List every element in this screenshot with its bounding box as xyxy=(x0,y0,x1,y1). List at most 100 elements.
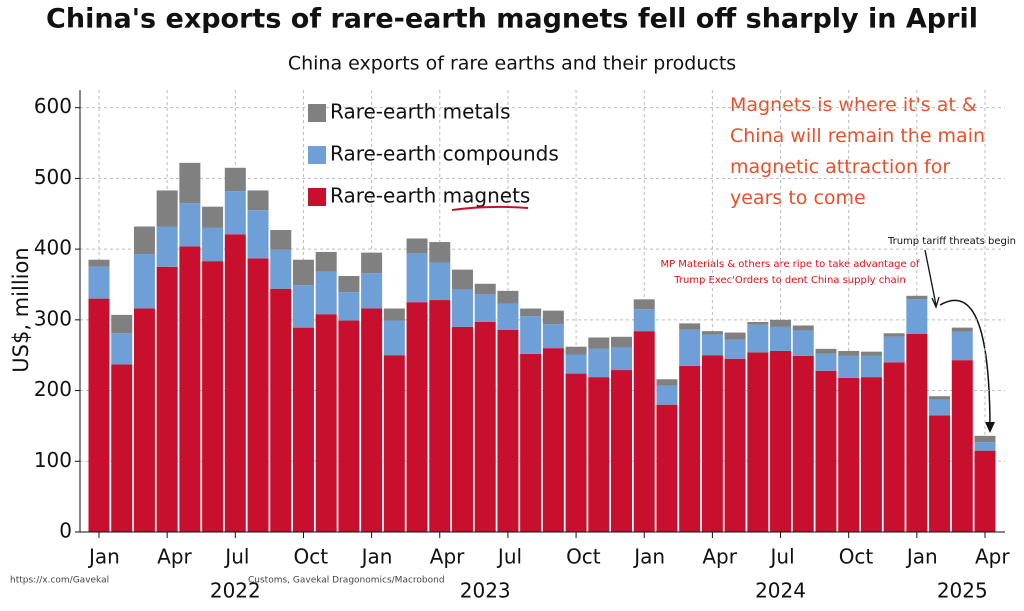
x-tick-label: Jan xyxy=(905,545,938,569)
source: Customs, Gavekal Dragonomics/Macrobond xyxy=(248,576,445,586)
bar-segment xyxy=(133,226,155,255)
bar-segment xyxy=(179,162,201,204)
bar-segment xyxy=(202,206,224,228)
bar-segment xyxy=(974,442,996,451)
bar-segment xyxy=(656,404,678,532)
y-tick-label: 200 xyxy=(34,377,72,401)
bar-segment xyxy=(929,415,951,532)
bar-segment xyxy=(133,308,155,532)
bar-segment xyxy=(951,360,973,532)
bar-segment xyxy=(451,289,473,327)
chart-title: China's exports of rare-earth magnets fe… xyxy=(46,4,978,35)
bar-segment xyxy=(338,292,360,321)
bar-segment xyxy=(860,377,882,532)
bar-segment xyxy=(815,370,837,532)
y-tick-label: 600 xyxy=(34,94,72,118)
mp-note-box: MP Materials & others are ripe to take a… xyxy=(660,259,919,286)
bar-segment xyxy=(611,370,633,532)
bar-segment xyxy=(633,309,655,332)
bar-segment xyxy=(111,314,133,334)
bar-segment xyxy=(588,337,610,349)
arrow xyxy=(939,299,991,431)
bar-segment xyxy=(429,262,451,301)
bar-segment xyxy=(224,167,246,192)
bar-segment xyxy=(860,351,882,356)
bar-segment xyxy=(497,290,519,304)
x-tick-label: Jan xyxy=(632,545,665,569)
arrow-head xyxy=(985,422,995,433)
bar-segment xyxy=(838,377,860,532)
bar-segment xyxy=(747,324,769,353)
bar-segment xyxy=(951,331,973,361)
bar-segment xyxy=(542,310,564,325)
bar-segment xyxy=(156,266,178,532)
bar-segment xyxy=(474,321,496,532)
arrow xyxy=(924,249,937,306)
bar-segment xyxy=(656,379,678,386)
bar-segment xyxy=(247,210,269,259)
bar-segment xyxy=(974,450,996,532)
y-tick-label: 400 xyxy=(34,236,72,260)
bar-segment xyxy=(633,331,655,532)
bar-segment xyxy=(315,251,337,272)
bar-segment xyxy=(611,347,633,371)
year-label: 2025 xyxy=(937,579,988,603)
x-tick-label: Apr xyxy=(702,545,737,569)
bar-segment xyxy=(156,190,178,227)
bar-segment xyxy=(883,333,905,337)
legend-swatch xyxy=(308,188,326,206)
bar-segment xyxy=(474,294,496,322)
legend-label: Rare-earth metals xyxy=(330,100,511,124)
bar-segment xyxy=(520,316,542,354)
bar-segment xyxy=(542,324,564,349)
bar-segment xyxy=(88,298,110,532)
legend-swatch xyxy=(308,104,326,122)
bar-segment xyxy=(338,275,360,293)
bar-segment xyxy=(520,308,542,317)
bar-segment xyxy=(701,331,723,335)
x-tick-label: Jul xyxy=(769,545,795,569)
bar-segment xyxy=(588,377,610,532)
legend-swatch xyxy=(308,146,326,164)
bar-segment xyxy=(588,348,610,378)
bar-segment xyxy=(724,339,746,359)
bar-segment xyxy=(497,329,519,532)
bar-segment xyxy=(679,365,701,532)
bar-segment xyxy=(338,320,360,532)
bar-segment xyxy=(792,355,814,532)
bar-segment xyxy=(679,329,701,366)
bar-segment xyxy=(406,238,428,254)
bar-segment xyxy=(429,242,451,263)
bar-segment xyxy=(270,230,292,250)
bar-segment xyxy=(202,261,224,532)
bar-segment xyxy=(247,190,269,211)
bar-segment xyxy=(792,330,814,356)
x-tick-label: Jan xyxy=(87,545,120,569)
bar-segment xyxy=(815,348,837,354)
y-tick-label: 300 xyxy=(34,306,72,330)
bar-segment xyxy=(361,308,383,532)
bar-segment xyxy=(883,336,905,363)
x-tick-label: Oct xyxy=(566,545,601,569)
bar-segment xyxy=(542,348,564,532)
bar-segment xyxy=(179,203,201,247)
bar-segment xyxy=(724,358,746,532)
bar-segment xyxy=(406,253,428,303)
bar-segment xyxy=(906,295,928,300)
x-tick-label: Apr xyxy=(975,545,1010,569)
x-tick-label: Jul xyxy=(496,545,522,569)
underline xyxy=(451,205,529,211)
comment-box: Magnets is where it's at & China will re… xyxy=(730,94,985,209)
bar-segment xyxy=(951,327,973,332)
bar-segment xyxy=(565,373,587,532)
bar-segment xyxy=(520,353,542,532)
bar-segment xyxy=(474,283,496,295)
year-label: 2022 xyxy=(210,579,261,603)
legend-label: Rare-earth magnets xyxy=(330,184,530,208)
bar-segment xyxy=(247,258,269,532)
bar-segment xyxy=(179,246,201,532)
bar-segment xyxy=(383,355,405,532)
x-tick-label: Jul xyxy=(223,545,249,569)
bar-segment xyxy=(747,321,769,325)
